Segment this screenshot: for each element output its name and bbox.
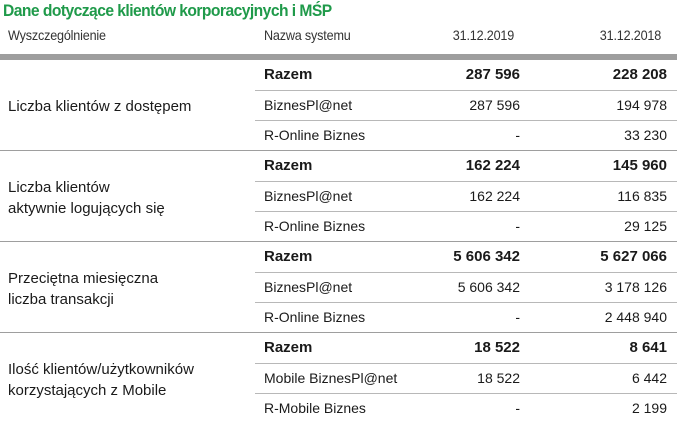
group-label: Liczba klientów aktywnie logujących się bbox=[8, 178, 165, 217]
group-divider bbox=[0, 150, 677, 151]
row-divider bbox=[255, 211, 677, 212]
table-row: R-Mobile Biznes - 2 199 bbox=[255, 393, 677, 423]
value-2019: 5 606 342 bbox=[453, 248, 520, 265]
value-2018: 3 178 126 bbox=[604, 279, 667, 295]
value-2019: - bbox=[515, 127, 520, 143]
system-name: R-Mobile Biznes bbox=[264, 400, 366, 416]
row-divider bbox=[255, 363, 677, 364]
column-header-description: Wyszczególnienie bbox=[8, 27, 106, 43]
value-2018: 6 442 bbox=[631, 370, 667, 386]
column-header-2018: 31.12.2018 bbox=[599, 27, 661, 43]
total-row: Razem 5 606 342 5 627 066 bbox=[255, 242, 677, 272]
row-divider bbox=[255, 181, 677, 182]
group-label: Przeciętna miesięczna liczba transakcji bbox=[8, 269, 159, 308]
value-2018: 33 230 bbox=[624, 127, 667, 143]
group-divider bbox=[0, 241, 677, 242]
column-header-2019: 31.12.2019 bbox=[452, 27, 514, 43]
table-row: R-Online Biznes - 2 448 940 bbox=[255, 302, 677, 332]
total-row: Razem 287 596 228 208 bbox=[255, 60, 677, 90]
value-2018: 116 835 bbox=[617, 188, 667, 204]
table-row: R-Online Biznes - 29 125 bbox=[255, 211, 677, 241]
table-row: Mobile BiznesPl@net 18 522 6 442 bbox=[255, 363, 677, 393]
value-2018: 8 641 bbox=[629, 339, 667, 356]
value-2018: 2 448 940 bbox=[604, 309, 667, 325]
system-name: Razem bbox=[264, 157, 313, 174]
system-name: Mobile BiznesPl@net bbox=[264, 370, 398, 386]
value-2019: 18 522 bbox=[477, 370, 520, 386]
value-2018: 29 125 bbox=[624, 218, 667, 234]
value-2019: - bbox=[515, 218, 520, 234]
value-2018: 228 208 bbox=[612, 66, 667, 83]
value-2019: - bbox=[515, 309, 520, 325]
system-name: BiznesPl@net bbox=[264, 188, 353, 204]
value-2019: 18 522 bbox=[474, 339, 520, 356]
value-2019: 287 596 bbox=[465, 66, 520, 83]
table-row: R-Online Biznes - 33 230 bbox=[255, 120, 677, 150]
total-row: Razem 162 224 145 960 bbox=[255, 151, 677, 181]
table-row: BiznesPl@net 287 596 194 978 bbox=[255, 90, 677, 120]
row-divider bbox=[255, 120, 677, 121]
row-divider bbox=[255, 272, 677, 273]
system-name: R-Online Biznes bbox=[264, 309, 366, 325]
group-divider bbox=[0, 332, 677, 333]
system-name: Razem bbox=[264, 339, 313, 356]
system-name: BiznesPl@net bbox=[264, 97, 353, 113]
value-2019: 162 224 bbox=[469, 188, 520, 204]
system-name: R-Online Biznes bbox=[264, 127, 366, 143]
value-2019: 162 224 bbox=[465, 157, 520, 174]
value-2019: 5 606 342 bbox=[457, 279, 520, 295]
value-2018: 2 199 bbox=[631, 400, 667, 416]
value-2018: 145 960 bbox=[612, 157, 667, 174]
value-2019: - bbox=[515, 400, 520, 416]
value-2019: 287 596 bbox=[469, 97, 520, 113]
group-label: Liczba klientów z dostępem bbox=[8, 98, 192, 115]
header-rule bbox=[0, 54, 677, 60]
group-label: Ilość klientów/użytkowników korzystający… bbox=[8, 360, 194, 399]
system-name: Razem bbox=[264, 66, 313, 83]
value-2018: 5 627 066 bbox=[600, 248, 667, 265]
row-divider bbox=[255, 302, 677, 303]
column-header-system: Nazwa systemu bbox=[264, 27, 351, 43]
value-2018: 194 978 bbox=[616, 97, 667, 113]
row-divider bbox=[255, 90, 677, 91]
system-name: R-Online Biznes bbox=[264, 218, 366, 234]
system-name: BiznesPl@net bbox=[264, 279, 353, 295]
system-name: Razem bbox=[264, 248, 313, 265]
row-divider bbox=[255, 393, 677, 394]
total-row: Razem 18 522 8 641 bbox=[255, 333, 677, 363]
table-row: BiznesPl@net 162 224 116 835 bbox=[255, 181, 677, 211]
table-title: Dane dotyczące klientów korporacyjnych i… bbox=[3, 1, 332, 20]
table-row: BiznesPl@net 5 606 342 3 178 126 bbox=[255, 272, 677, 302]
